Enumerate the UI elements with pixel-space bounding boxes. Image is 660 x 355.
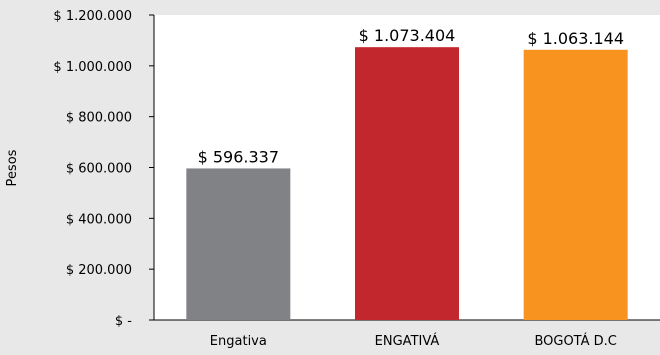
x-tick-label: BOGOTÁ D.C <box>534 333 616 349</box>
y-axis-ticks: $ - $ 200.000 $ 400.000 $ 600.000 $ 800.000 $… <box>53 9 154 329</box>
bars <box>186 47 628 320</box>
x-tick-label: Engativa <box>210 334 267 349</box>
bar <box>355 47 459 320</box>
bar <box>186 168 291 320</box>
y-axis-title: Pesos <box>5 149 20 186</box>
y-tick-label: $ - <box>115 314 132 329</box>
bar-value-label: $ 1.073.404 <box>359 26 456 45</box>
bar-value-label: $ 1.063.144 <box>527 29 624 48</box>
bar-value-label: $ 596.337 <box>198 147 279 166</box>
bar <box>523 49 628 320</box>
y-tick-label: $ 800.000 <box>66 111 132 126</box>
value-labels: $ 596.337 $ 1.073.404 $ 1.063.144 <box>198 26 624 166</box>
y-tick-label: $ 600.000 <box>66 162 132 177</box>
x-tick-label: ENGATIVÁ <box>375 333 440 349</box>
x-axis-ticks: Engativa ENGATIVÁ BOGOTÁ D.C <box>210 333 617 349</box>
y-tick-label: $ 1.200.000 <box>53 9 132 24</box>
y-tick-label: $ 200.000 <box>66 263 132 278</box>
y-tick-label: $ 1.000.000 <box>53 60 132 75</box>
y-tick-label: $ 400.000 <box>66 212 132 227</box>
